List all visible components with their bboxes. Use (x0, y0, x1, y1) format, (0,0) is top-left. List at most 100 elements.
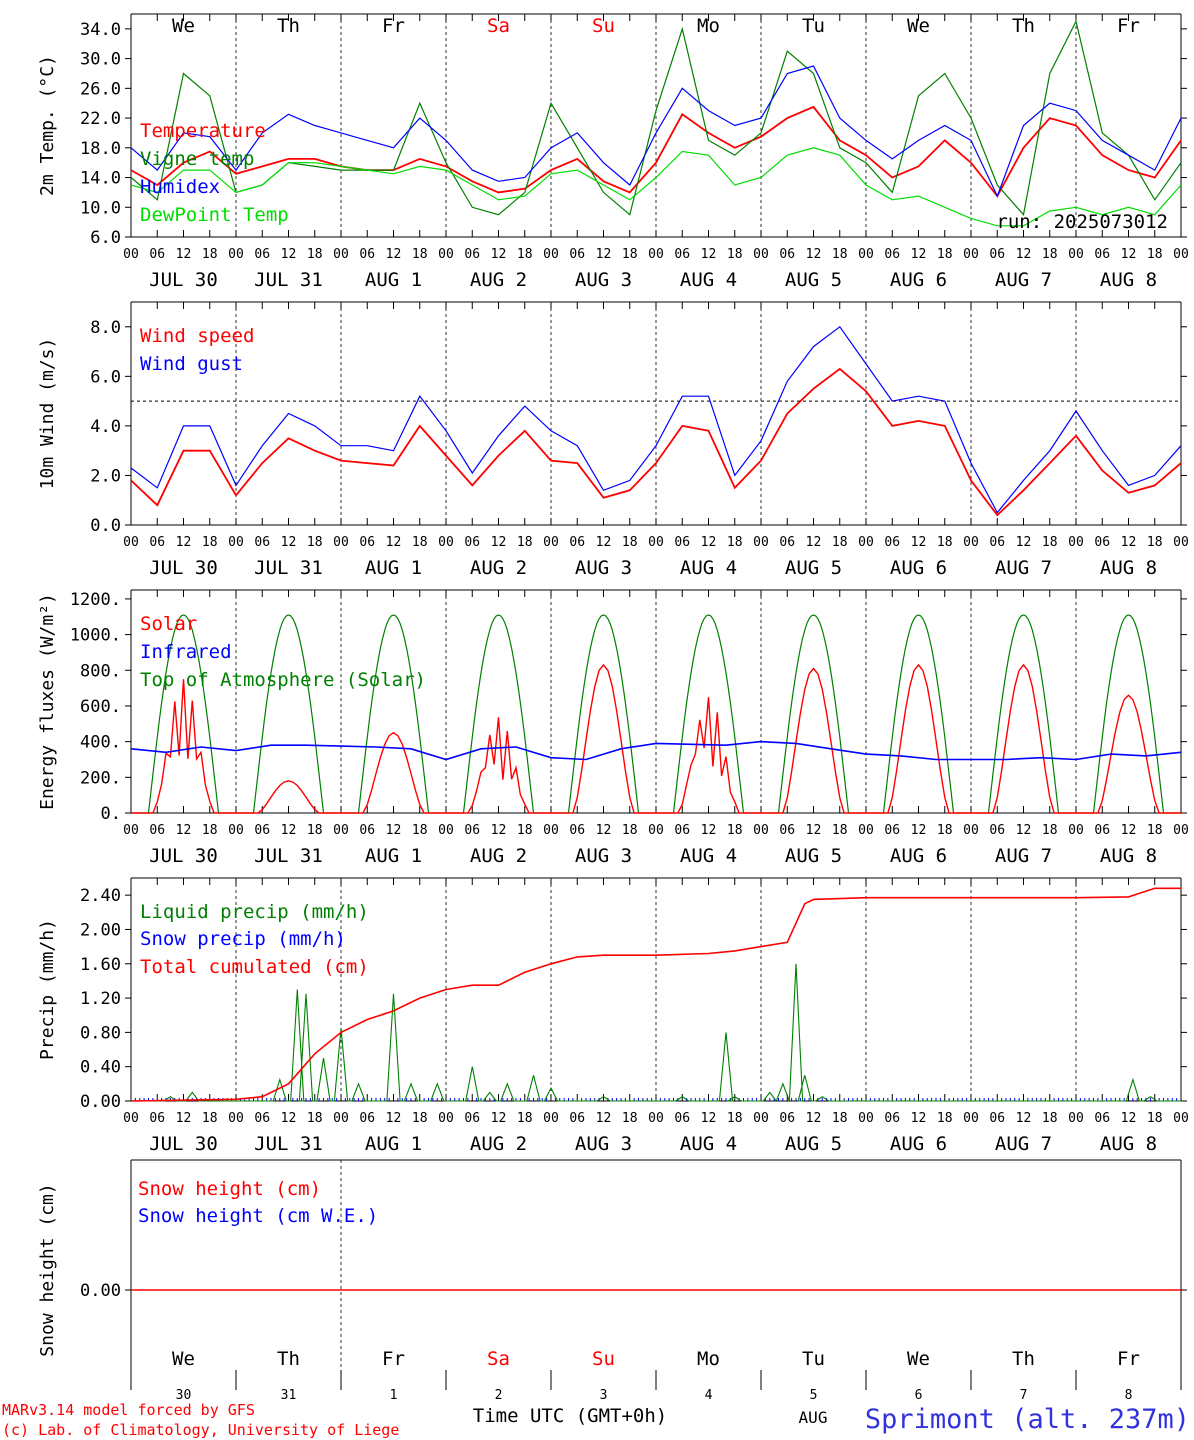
hour-tick-label: 12 (701, 535, 717, 550)
hour-tick-label: 00 (333, 1111, 349, 1126)
month-label: AUG (799, 1408, 828, 1427)
hour-tick-label: 00 (228, 1111, 244, 1126)
date-label: AUG 8 (1100, 845, 1157, 867)
hour-tick-label: 18 (727, 535, 743, 550)
footer: 30 31 1 2 3 4 5 6 7 8 MARv3.14 model forced by GFS… (2, 1388, 1190, 1439)
legend-top-of-atmosphere-solar: Top of Atmosphere (Solar) (140, 669, 426, 691)
hour-tick-label: 06 (674, 1111, 690, 1126)
hour-tick-label: 00 (753, 1111, 769, 1126)
hour-tick-label: 18 (517, 823, 533, 838)
hour-tick-label: 18 (307, 1111, 323, 1126)
hour-tick-label: 12 (491, 823, 507, 838)
day-number-label: 3 (600, 1388, 608, 1403)
weekday-label: Su (592, 1348, 615, 1370)
series-vigne-temp (130, 19, 1182, 217)
hour-tick-label: 06 (254, 535, 270, 550)
hour-tick-label: 00 (333, 823, 349, 838)
day-number-label: 8 (1125, 1388, 1133, 1403)
date-label: AUG 5 (785, 269, 842, 291)
hour-tick-label: 12 (911, 247, 927, 262)
hour-tick-label: 06 (149, 535, 165, 550)
date-label: JUL 31 (254, 557, 323, 579)
y-axis-label: 10m Wind (m/s) (37, 338, 58, 490)
date-label: AUG 5 (785, 1133, 842, 1155)
series-temperature (130, 105, 1182, 198)
hour-tick-label: 12 (1121, 247, 1137, 262)
hour-tick-label: 12 (911, 823, 927, 838)
hour-tick-label: 00 (123, 823, 139, 838)
hour-tick-label: 06 (884, 535, 900, 550)
hour-tick-label: 00 (858, 823, 874, 838)
hour-tick-label: 00 (543, 247, 559, 262)
hour-tick-label: 06 (569, 1111, 585, 1126)
date-label: AUG 3 (575, 269, 632, 291)
y-tick-label: 600. (80, 697, 121, 717)
y-tick-label: 6.0 (90, 367, 121, 387)
hour-tick-label: 06 (149, 823, 165, 838)
hour-tick-label: 00 (648, 1111, 664, 1126)
weekday-label: We (907, 1348, 930, 1370)
hour-tick-label: 06 (464, 535, 480, 550)
hour-tick-label: 18 (202, 247, 218, 262)
hour-tick-label: 18 (727, 1111, 743, 1126)
hour-tick-label: 12 (1121, 1111, 1137, 1126)
date-label: AUG 8 (1100, 269, 1157, 291)
hour-tick-label: 12 (281, 823, 297, 838)
hour-tick-label: 06 (1094, 535, 1110, 550)
hour-tick-label: 18 (202, 1111, 218, 1126)
series-humidex (130, 65, 1182, 198)
y-tick-label: 0.40 (80, 1058, 121, 1078)
hour-tick-label: 06 (1094, 1111, 1110, 1126)
hour-tick-label: 18 (937, 823, 953, 838)
hour-tick-label: 00 (963, 247, 979, 262)
date-label: JUL 30 (149, 845, 218, 867)
hour-tick-label: 18 (622, 823, 638, 838)
weekday-label: Th (1012, 1348, 1035, 1370)
hour-tick-label: 12 (176, 535, 192, 550)
date-label: JUL 31 (254, 269, 323, 291)
day-number-label: 6 (915, 1388, 923, 1403)
hour-tick-label: 18 (937, 1111, 953, 1126)
date-label: AUG 8 (1100, 1133, 1157, 1155)
hour-tick-label: 06 (779, 535, 795, 550)
hour-tick-label: 06 (359, 1111, 375, 1126)
hour-tick-label: 18 (307, 823, 323, 838)
date-label: JUL 30 (149, 269, 218, 291)
y-axis-label: Snow height (cm) (37, 1183, 58, 1356)
hour-tick-label: 00 (123, 1111, 139, 1126)
hour-tick-label: 06 (884, 823, 900, 838)
series-dewpoint-temp (130, 147, 1182, 227)
hour-tick-label: 12 (911, 535, 927, 550)
hour-tick-label: 12 (281, 535, 297, 550)
hour-tick-label: 00 (438, 247, 454, 262)
date-label: AUG 4 (680, 1133, 737, 1155)
hour-tick-label: 00 (333, 247, 349, 262)
y-tick-label: 30.0 (80, 50, 121, 70)
y-tick-label: 2.40 (80, 886, 121, 906)
run-label: run: 2025073012 (996, 211, 1168, 233)
hour-tick-label: 18 (412, 535, 428, 550)
date-label: AUG 4 (680, 845, 737, 867)
day-number-label: 2 (495, 1388, 503, 1403)
weekday-label: Su (592, 15, 615, 37)
hour-tick-label: 06 (569, 247, 585, 262)
date-label: JUL 30 (149, 1133, 218, 1155)
y-tick-label: 200. (80, 768, 121, 788)
hour-tick-label: 00 (963, 1111, 979, 1126)
hour-tick-label: 06 (569, 823, 585, 838)
hour-tick-label: 06 (674, 823, 690, 838)
series-solar (131, 663, 1181, 814)
legend-dewpoint-temp: DewPoint Temp (140, 204, 289, 226)
hour-tick-label: 00 (228, 823, 244, 838)
hour-tick-label: 12 (491, 247, 507, 262)
date-label: JUL 30 (149, 557, 218, 579)
date-label: AUG 3 (575, 845, 632, 867)
series-liquid-precip (131, 963, 1181, 1103)
weekday-label: Tu (802, 15, 825, 37)
hour-tick-label: 00 (543, 535, 559, 550)
hour-tick-label: 18 (832, 535, 848, 550)
hour-tick-label: 06 (149, 247, 165, 262)
hour-tick-label: 12 (596, 535, 612, 550)
y-tick-label: 1200. (70, 590, 121, 610)
hour-tick-label: 12 (806, 247, 822, 262)
